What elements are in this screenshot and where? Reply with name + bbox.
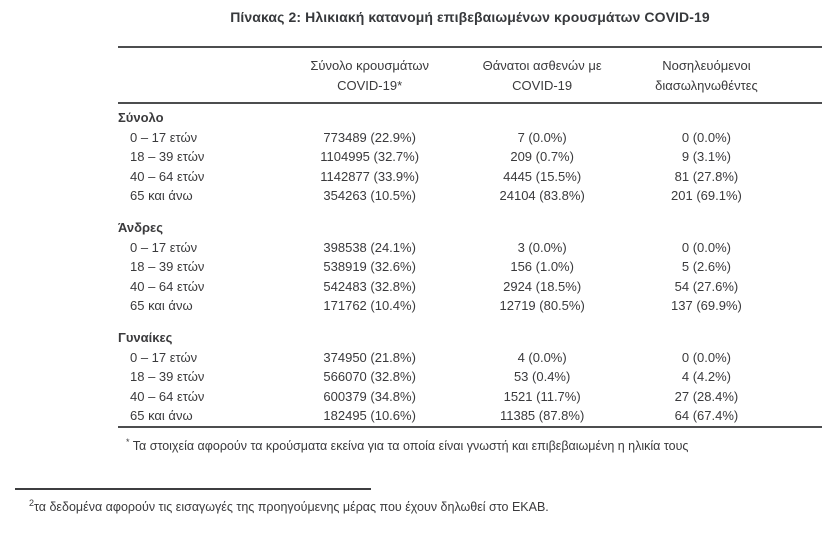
deaths-cell: 53 (0.4%) (513, 369, 571, 385)
deaths-cell: 24104 (83.8%) (499, 188, 585, 204)
age-cell: 18 – 39 ετών (130, 259, 205, 275)
age-cell: 0 – 17 ετών (130, 349, 198, 365)
intubated-cell: 81 (27.8%) (674, 168, 739, 184)
table-title: Πίνακας 2: Ηλικιακή κατανομή επιβεβαιωμέ… (230, 9, 710, 25)
header-intubated: Νοσηλευόμενοι διασωληνωθέντες (625, 47, 822, 103)
intubated-cell: 0 (0.0%) (681, 349, 731, 365)
cases-cell: 354263 (10.5%) (323, 188, 416, 204)
deaths-cell: 1521 (11.7%) (503, 388, 581, 404)
footnote-asterisk-marker: * (126, 436, 130, 447)
intubated-cell: 27 (28.4%) (674, 388, 739, 404)
deaths-cell: 4 (0.0%) (517, 349, 567, 365)
header-total-cases-line1: Σύνολο κρουσμάτων (310, 58, 429, 73)
deaths-cell: 2924 (18.5%) (503, 278, 582, 294)
intubated-cell: 0 (0.0%) (681, 239, 731, 255)
cases-cell: 1142877 (33.9%) (320, 168, 420, 184)
deaths-cell: 3 (0.0%) (517, 239, 567, 255)
deaths-cell: 209 (0.7%) (510, 149, 574, 165)
intubated-cell: 5 (2.6%) (681, 259, 731, 275)
table-row: 65 και άνω 354263 (10.5%) 24104 (83.8%) 201… (118, 186, 822, 206)
deaths-cell: 156 (1.0%) (510, 259, 574, 275)
header-intubated-line1: Νοσηλευόμενοι (662, 58, 751, 73)
header-empty (118, 47, 280, 103)
intubated-cell: 137 (69.9%) (671, 298, 742, 314)
cases-cell: 374950 (21.8%) (323, 349, 416, 365)
section-row: Γυναίκες (118, 316, 822, 348)
cases-cell: 182495 (10.6%) (323, 408, 416, 424)
age-cell: 65 και άνω (130, 188, 193, 204)
intubated-cell: 54 (27.6%) (674, 278, 739, 294)
age-cell: 40 – 64 ετών (130, 278, 205, 294)
table-row: 0 – 17 ετών 398538 (24.1%) 3 (0.0%) 0 (0.0%… (118, 238, 822, 258)
age-cell: 18 – 39 ετών (130, 149, 205, 165)
header-deaths: Θάνατοι ασθενών με COVID-19 (459, 47, 624, 103)
intubated-cell: 0 (0.0%) (681, 129, 731, 145)
section-label: Άνδρες (118, 219, 163, 235)
table-row: 40 – 64 ετών 1142877 (33.9%) 4445 (15.5%) 8… (118, 167, 822, 187)
footnote-ekab-block: 2τα δεδομένα αφορούν τις εισαγωγές της π… (15, 488, 815, 515)
deaths-cell: 7 (0.0%) (517, 129, 567, 145)
deaths-cell: 11385 (87.8%) (499, 408, 585, 424)
covid-age-table: Σύνολο κρουσμάτων COVID-19* Θάνατοι ασθε… (118, 46, 822, 428)
table-row: 18 – 39 ετών 566070 (32.8%) 53 (0.4%) 4 (4.… (118, 367, 822, 387)
section-row: Σύνολο (118, 103, 822, 128)
intubated-cell: 4 (4.2%) (681, 369, 731, 385)
section-label: Γυναίκες (118, 329, 173, 345)
table-row: 65 και άνω 171762 (10.4%) 12719 (80.5%) 137… (118, 296, 822, 316)
header-intubated-line2: διασωληνωθέντες (655, 78, 758, 93)
header-total-cases: Σύνολο κρουσμάτων COVID-19* (280, 47, 460, 103)
cases-cell: 171762 (10.4%) (323, 298, 416, 314)
cases-cell: 1104995 (32.7%) (320, 149, 420, 165)
table-row: 65 και άνω 182495 (10.6%) 11385 (87.8%) 64 … (118, 406, 822, 427)
table-row: 40 – 64 ετών 542483 (32.8%) 2924 (18.5%) 54… (118, 277, 822, 297)
cases-cell: 773489 (22.9%) (323, 129, 416, 145)
table-row: 18 – 39 ετών 1104995 (32.7%) 209 (0.7%) 9 (… (118, 147, 822, 167)
age-cell: 40 – 64 ετών (130, 388, 205, 404)
table-row: 18 – 39 ετών 538919 (32.6%) 156 (1.0%) 5 (2… (118, 257, 822, 277)
intubated-cell: 9 (3.1%) (681, 149, 731, 165)
header-row: Σύνολο κρουσμάτων COVID-19* Θάνατοι ασθε… (118, 47, 822, 103)
footnote-age-known: * Τα στοιχεία αφορούν τα κρούσματα εκείν… (118, 434, 822, 454)
age-cell: 18 – 39 ετών (130, 369, 205, 385)
header-deaths-line1: Θάνατοι ασθενών με (482, 58, 602, 73)
header-deaths-line2: COVID-19 (512, 78, 573, 93)
cases-cell: 398538 (24.1%) (323, 239, 416, 255)
report-table-section: Πίνακας 2: Ηλικιακή κατανομή επιβεβαιωμέ… (118, 8, 822, 454)
section-label: Σύνολο (118, 110, 164, 125)
age-cell: 40 – 64 ετών (130, 168, 205, 184)
cases-cell: 542483 (32.8%) (323, 278, 416, 294)
age-cell: 0 – 17 ετών (130, 239, 198, 255)
age-cell: 65 και άνω (130, 408, 193, 424)
footnote-2-marker: 2 (29, 498, 35, 508)
intubated-cell: 64 (67.4%) (674, 408, 739, 424)
age-cell: 0 – 17 ετών (130, 129, 198, 145)
section-row: Άνδρες (118, 206, 822, 238)
footnote-age-known-text: Τα στοιχεία αφορούν τα κρούσματα εκείνα … (132, 439, 689, 454)
footnote-separator-rule (15, 488, 371, 490)
deaths-cell: 12719 (80.5%) (499, 298, 585, 314)
table-row: 0 – 17 ετών 773489 (22.9%) 7 (0.0%) 0 (0.0%… (118, 128, 822, 148)
footnote-ekab: 2τα δεδομένα αφορούν τις εισαγωγές της π… (15, 495, 815, 515)
table-row: 40 – 64 ετών 600379 (34.8%) 1521 (11.7%) 27… (118, 387, 822, 407)
cases-cell: 566070 (32.8%) (323, 369, 416, 385)
intubated-cell: 201 (69.1%) (671, 188, 742, 204)
header-total-cases-line2: COVID-19* (337, 78, 403, 93)
cases-cell: 600379 (34.8%) (323, 388, 416, 404)
deaths-cell: 4445 (15.5%) (503, 168, 582, 184)
table-row: 0 – 17 ετών 374950 (21.8%) 4 (0.0%) 0 (0.0%… (118, 348, 822, 368)
cases-cell: 538919 (32.6%) (323, 259, 416, 275)
footnote-ekab-text: τα δεδομένα αφορούν τις εισαγωγές της πρ… (34, 500, 549, 515)
age-cell: 65 και άνω (130, 298, 193, 314)
